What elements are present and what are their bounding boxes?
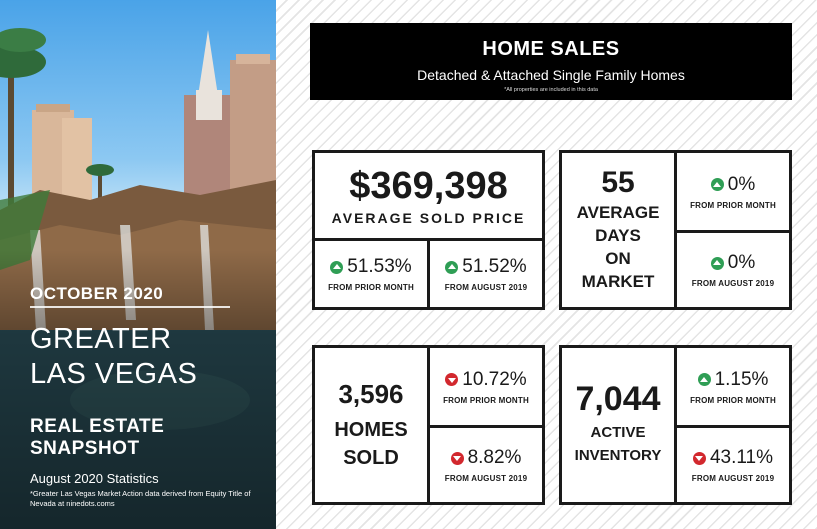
month-label: OCTOBER 2020 (30, 284, 164, 303)
days-on-market-value: 55 (601, 166, 635, 199)
sold-prior-year-pct: 8.82% (467, 447, 522, 468)
down-arrow-icon (445, 373, 459, 386)
photo-shade (0, 250, 276, 529)
average-price-main: $369,398 AVERAGE SOLD PRICE (312, 150, 545, 241)
source-note: *Greater Las Vegas Market Action data de… (30, 489, 251, 508)
days-prior-year-pct: 0% (727, 252, 756, 273)
banner-title: HOME SALES (482, 38, 620, 60)
snapshot-line-1: REAL ESTATE (30, 416, 165, 437)
stats-panel: HOME SALES Detached & Attached Single Fa… (276, 0, 817, 529)
inventory-prior-month-cell: 1.15% FROM PRIOR MONTH (674, 345, 792, 428)
up-arrow-icon (710, 178, 724, 191)
region-title: GREATER LAS VEGAS (30, 322, 197, 392)
inventory-prior-year-label: FROM AUGUST 2019 (691, 474, 775, 483)
month-divider (30, 306, 230, 308)
snapshot-line-2: SNAPSHOT (30, 438, 140, 459)
region-line-1: GREATER (30, 323, 172, 355)
up-arrow-icon (445, 260, 459, 274)
average-price-label: AVERAGE SOLD PRICE (331, 209, 526, 226)
up-arrow-icon (710, 256, 724, 270)
price-prior-month-label: FROM PRIOR MONTH (328, 283, 414, 292)
average-price-value: $369,398 (349, 164, 508, 207)
sold-prior-year-cell: 8.82% FROM AUGUST 2019 (427, 425, 545, 505)
sold-prior-year-label: FROM AUGUST 2019 (444, 474, 528, 483)
up-arrow-icon (330, 260, 344, 274)
inventory-prior-month-pct: 1.15% (714, 368, 769, 390)
active-inventory-label: ACTIVE INVENTORY (574, 424, 662, 464)
inventory-prior-month-label: FROM PRIOR MONTH (690, 395, 776, 405)
homes-sold-main: 3,596 HOMES SOLD (312, 345, 430, 505)
sold-prior-month-pct: 10.72% (462, 368, 527, 390)
days-prior-year-label: FROM AUGUST 2019 (691, 279, 775, 288)
sold-prior-month-cell: 10.72% FROM PRIOR MONTH (427, 345, 545, 428)
home-sales-banner: HOME SALES Detached & Attached Single Fa… (310, 23, 792, 100)
price-prior-year-label: FROM AUGUST 2019 (444, 283, 528, 292)
cover-photo: OCTOBER 2020 GREATER LAS VEGAS REAL ESTA… (0, 0, 276, 529)
price-prior-year-cell: 51.52% FROM AUGUST 2019 (427, 238, 545, 310)
price-prior-month-cell: 51.53% FROM PRIOR MONTH (312, 238, 430, 310)
days-prior-year-cell: 0% FROM AUGUST 2019 (674, 230, 792, 310)
banner-note: *All properties are included in this dat… (504, 87, 598, 93)
region-line-2: LAS VEGAS (30, 358, 198, 390)
days-prior-month-label: FROM PRIOR MONTH (690, 200, 776, 210)
homes-sold-label: HOMES SOLD (334, 419, 408, 469)
price-prior-year-pct: 51.52% (462, 256, 527, 277)
active-inventory-main: 7,044 ACTIVE INVENTORY (559, 345, 677, 505)
snapshot-title: REAL ESTATE SNAPSHOT (30, 416, 164, 460)
days-on-market-label: AVERAGE DAYS ON MARKET (576, 203, 660, 291)
up-arrow-icon (697, 373, 711, 386)
active-inventory-value: 7,044 (575, 380, 661, 418)
homes-sold-value: 3,596 (338, 379, 404, 409)
price-prior-month-pct: 51.53% (347, 256, 412, 277)
days-prior-month-pct: 0% (727, 173, 756, 195)
days-on-market-main: 55 AVERAGE DAYS ON MARKET (559, 150, 677, 310)
banner-subtitle: Detached & Attached Single Family Homes (417, 67, 685, 83)
down-arrow-icon (450, 451, 464, 465)
days-prior-month-cell: 0% FROM PRIOR MONTH (674, 150, 792, 233)
inventory-prior-year-cell: 43.11% FROM AUGUST 2019 (674, 425, 792, 505)
stats-label: August 2020 Statistics (30, 471, 159, 486)
down-arrow-icon (692, 451, 706, 465)
sold-prior-month-label: FROM PRIOR MONTH (443, 395, 529, 405)
inventory-prior-year-pct: 43.11% (709, 447, 774, 468)
